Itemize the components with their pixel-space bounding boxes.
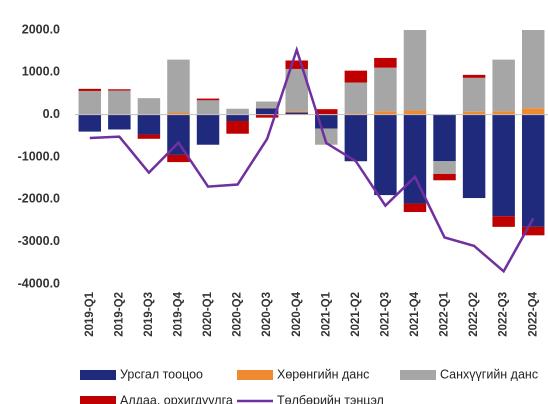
- y-tick-label: 1000.0: [22, 65, 60, 79]
- bar-segment: [521, 226, 545, 236]
- bar-segment: [315, 109, 338, 115]
- x-tick-label: 2021-Q4: [409, 291, 421, 336]
- x-tick-label: 2019-Q3: [143, 292, 155, 337]
- bar-segment: [167, 154, 190, 163]
- bar-segment: [167, 112, 190, 115]
- x-tick-label: 2022-Q2: [468, 292, 480, 337]
- bar-segment: [285, 68, 308, 112]
- line-series: [89, 45, 535, 274]
- bar-segment: [226, 121, 249, 134]
- x-tick-label: 2021-Q1: [320, 291, 332, 336]
- x-tick-label: 2021-Q2: [350, 292, 362, 337]
- bar-segment: [167, 114, 190, 155]
- bar-segment: [285, 111, 308, 113]
- bar-segment: [108, 90, 131, 115]
- bar-segment: [403, 203, 427, 213]
- bar-segment: [344, 82, 368, 114]
- bar-segment: [255, 108, 279, 115]
- bar-segment: [462, 114, 486, 199]
- bar-segment: [196, 98, 220, 101]
- bar-segment: [403, 30, 427, 111]
- bar-segment: [462, 111, 486, 115]
- bar-segment: [492, 111, 515, 115]
- bar-segment: [462, 77, 486, 112]
- bar-segment: [344, 114, 368, 162]
- legend-swatch: [80, 396, 116, 404]
- bar-segment: [521, 108, 545, 115]
- x-tick-label: 2020-Q2: [232, 292, 244, 337]
- y-tick-label: -1000.0: [18, 149, 60, 163]
- x-tick-label: 2020-Q1: [202, 291, 214, 336]
- x-tick-label: 2022-Q3: [498, 292, 510, 337]
- bar-segment: [374, 67, 397, 112]
- bar-segment: [137, 98, 161, 115]
- bar-segment: [462, 74, 486, 78]
- bar-segment: [137, 134, 161, 139]
- bar-segment: [344, 113, 368, 115]
- bar-segment: [226, 114, 249, 122]
- bar-segment: [433, 114, 456, 162]
- bar-segment: [492, 216, 515, 227]
- bar-segment: [492, 114, 515, 217]
- x-tick-label: 2022-Q4: [527, 291, 539, 336]
- legend-label: Алдаа, орхигдуулга: [120, 393, 233, 404]
- y-tick-label: 2000.0: [22, 22, 60, 36]
- legend-label: Урсгал тооцоо: [120, 367, 203, 381]
- bar-segment: [521, 114, 545, 227]
- bar-segment: [285, 112, 308, 115]
- x-tick-label: 2019-Q1: [84, 291, 96, 336]
- bar-segment: [226, 108, 249, 115]
- legend-swatch: [400, 370, 436, 380]
- bar-segment: [196, 100, 220, 115]
- x-tick-label: 2019-Q2: [113, 292, 125, 337]
- legend-swatch: [80, 370, 116, 380]
- bar-segment: [108, 89, 131, 91]
- x-tick-label: 2020-Q3: [261, 292, 273, 337]
- y-tick-label: -4000.0: [18, 276, 60, 290]
- legend-swatch: [237, 370, 273, 380]
- bar-segment: [167, 59, 190, 113]
- bar-segment: [315, 128, 338, 145]
- x-tick-label: 2021-Q3: [379, 292, 391, 337]
- x-tick-label: 2020-Q4: [291, 291, 303, 336]
- bar-segment: [108, 114, 131, 130]
- bar-segment: [78, 114, 102, 132]
- y-tick-label: -2000.0: [18, 192, 60, 206]
- bar-segment: [344, 70, 368, 83]
- y-tick-label: -3000.0: [18, 234, 60, 248]
- bar-segment: [374, 57, 397, 68]
- x-tick-label: 2019-Q4: [173, 291, 185, 336]
- legend-label: Төлбөрийн тэнцэл: [277, 393, 384, 404]
- bar-segment: [78, 88, 102, 91]
- bar-segment: [137, 114, 161, 135]
- bar-segment: [492, 59, 515, 112]
- bar-segment: [285, 60, 308, 69]
- x-tick-label: 2022-Q1: [439, 291, 451, 336]
- bar-segment: [78, 90, 102, 115]
- legend-label: Санхүүгийн данс: [440, 367, 538, 381]
- bar-segment: [374, 114, 397, 196]
- bar-segment: [255, 101, 279, 108]
- bar-segment: [196, 114, 220, 145]
- y-tick-label: 0.0: [43, 107, 60, 121]
- bar-segment: [403, 110, 427, 115]
- legend-label: Хөрөнгийн данс: [277, 367, 369, 381]
- bar-segment: [521, 30, 545, 109]
- bar-segment: [433, 161, 456, 174]
- bar-segment: [255, 114, 279, 118]
- bar-segment: [433, 173, 456, 181]
- bar-segment: [374, 111, 397, 115]
